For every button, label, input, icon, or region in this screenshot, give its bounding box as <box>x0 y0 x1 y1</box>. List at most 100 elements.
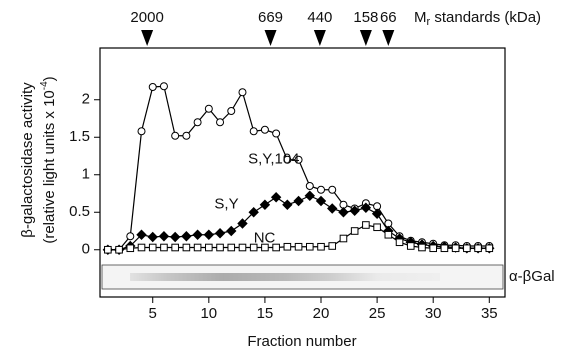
point <box>228 108 235 115</box>
point <box>305 191 314 200</box>
x-tick-label: 35 <box>481 305 498 322</box>
point <box>363 222 370 229</box>
standard-marker <box>314 30 326 46</box>
point <box>441 245 448 252</box>
point <box>317 197 326 206</box>
point <box>272 193 281 202</box>
chart: α-βGal Fraction number β-galactosidase a… <box>0 0 584 354</box>
point <box>194 244 201 251</box>
point <box>216 229 225 238</box>
series-line <box>108 86 489 250</box>
point <box>318 243 325 250</box>
point <box>205 105 212 112</box>
y-tick-label: 1.5 <box>69 128 90 145</box>
point <box>206 244 213 251</box>
point <box>138 128 145 135</box>
point <box>351 228 358 235</box>
point <box>294 197 303 206</box>
point <box>318 186 325 193</box>
point <box>217 244 224 251</box>
point <box>172 132 179 139</box>
point <box>127 245 134 252</box>
point <box>227 227 236 236</box>
standards-label: Mr standards (kDa) <box>414 9 541 28</box>
standard-marker <box>265 30 277 46</box>
point <box>329 186 336 193</box>
y-label-end: ) <box>41 76 58 81</box>
series-label: S,Y <box>214 196 238 213</box>
standard-marker <box>382 30 394 46</box>
x-axis-label: Fraction number <box>247 333 356 350</box>
x-tick-label: 25 <box>369 305 386 322</box>
point <box>295 243 302 250</box>
series-label: S,Y,104 <box>248 151 299 168</box>
point <box>182 232 191 241</box>
point <box>374 224 381 231</box>
point <box>284 243 291 250</box>
point <box>148 233 157 242</box>
point <box>217 119 224 126</box>
series-label: NC <box>254 229 276 246</box>
x-tick-label: 5 <box>149 305 157 322</box>
y-tick-label: 1 <box>82 166 90 183</box>
y-axis-label: β-galactosidase activity <box>19 82 36 238</box>
point <box>149 84 156 91</box>
y-label-main: (relative light units x 10 <box>41 90 58 243</box>
point <box>161 244 168 251</box>
point <box>193 230 202 239</box>
point <box>250 128 257 135</box>
point <box>138 244 145 251</box>
point <box>430 245 437 252</box>
x-tick-label: 20 <box>313 305 330 322</box>
standard-marker <box>360 30 372 46</box>
blot-band <box>130 273 440 281</box>
point <box>464 245 471 252</box>
y-tick-label: 2 <box>82 91 90 108</box>
point <box>105 246 112 253</box>
point <box>340 235 347 242</box>
standard-label: 2000 <box>130 9 163 26</box>
point <box>159 232 168 241</box>
point <box>407 243 414 250</box>
point <box>261 126 268 133</box>
point <box>419 244 426 251</box>
x-tick-label: 30 <box>425 305 442 322</box>
std-rest: standards (kDa) <box>430 9 541 26</box>
point <box>339 208 348 217</box>
point <box>260 200 269 209</box>
x-tick-label: 10 <box>200 305 217 322</box>
point <box>194 119 201 126</box>
point <box>329 243 336 250</box>
point <box>306 183 313 190</box>
point <box>385 231 392 238</box>
y-tick-label: 0 <box>82 241 90 258</box>
point <box>160 83 167 90</box>
point <box>204 230 213 239</box>
point <box>183 132 190 139</box>
std-main: M <box>414 9 427 26</box>
y-axis-label: (relative light units x 10-4) <box>39 76 58 243</box>
point <box>452 245 459 252</box>
point <box>273 130 280 137</box>
point <box>486 245 493 252</box>
point <box>396 239 403 246</box>
standard-marker <box>141 30 153 46</box>
point <box>283 200 292 209</box>
standard-label: 158 <box>353 9 378 26</box>
x-tick-label: 15 <box>257 305 274 322</box>
point <box>127 233 134 240</box>
point <box>228 244 235 251</box>
point <box>171 233 180 242</box>
point <box>116 246 123 253</box>
point <box>239 89 246 96</box>
point <box>149 244 156 251</box>
point <box>306 243 313 250</box>
standard-label: 669 <box>258 9 283 26</box>
point <box>239 244 246 251</box>
point <box>475 245 482 252</box>
y-tick-label: 0.5 <box>69 203 90 220</box>
standard-label: 440 <box>307 9 332 26</box>
blot-label: α-βGal <box>509 268 555 285</box>
point <box>328 204 337 213</box>
point <box>172 244 179 251</box>
